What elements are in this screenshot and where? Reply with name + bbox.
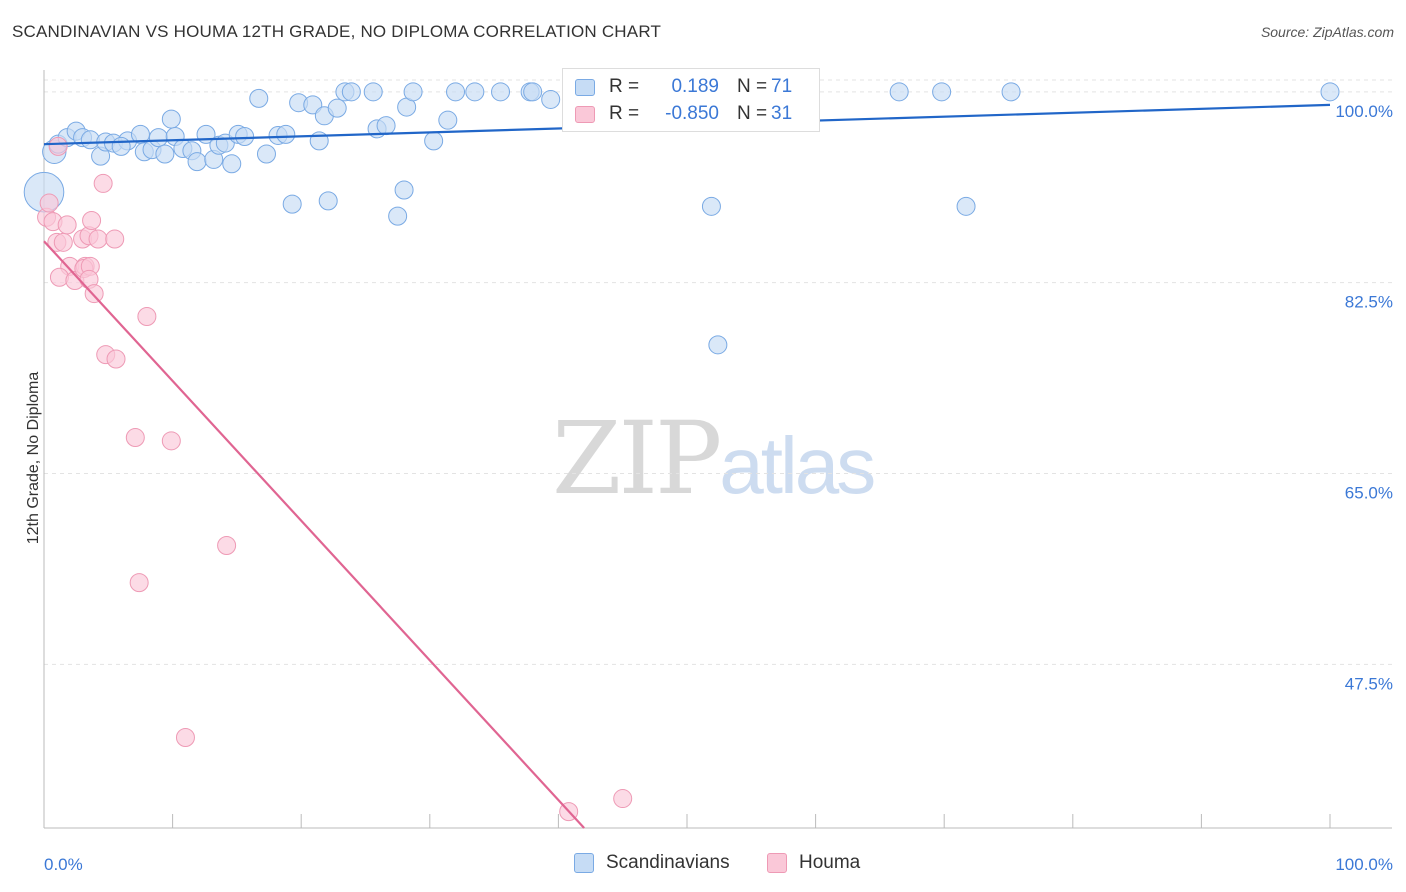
scandinavians-point xyxy=(932,82,952,102)
stats-n-value: 71 xyxy=(771,76,793,97)
scandinavians-point xyxy=(708,335,728,355)
scandinavians-point xyxy=(701,196,721,216)
houma-point xyxy=(93,173,113,193)
houma-point xyxy=(175,727,195,747)
houma-point xyxy=(88,229,108,249)
scandinavians-point xyxy=(341,82,361,102)
scandinavians-point xyxy=(523,82,543,102)
houma-point xyxy=(39,193,59,213)
scandinavians-point xyxy=(438,110,458,130)
scandinavians-point xyxy=(1001,82,1021,102)
scandinavians-point xyxy=(318,191,338,211)
x-tick-label-right: 100.0% xyxy=(1335,855,1393,874)
scandinavians-point xyxy=(327,98,347,118)
stats-swatch-scandinavians xyxy=(575,78,595,96)
stats-n-label: N = xyxy=(737,76,768,97)
stats-r-label: R = xyxy=(609,76,640,97)
scandinavians-point xyxy=(889,82,909,102)
scandinavians-point xyxy=(155,144,175,164)
houma-point xyxy=(48,136,68,156)
legend-label-scandinavians: Scandinavians xyxy=(606,852,730,873)
houma-point xyxy=(217,536,237,556)
scandinavians-point xyxy=(424,131,444,151)
legend-item-scandinavians[interactable]: Scandinavians xyxy=(574,852,730,874)
legend-swatch-scandinavians xyxy=(574,853,594,873)
scandinavians-point xyxy=(376,116,396,136)
y-tick-label: 100.0% xyxy=(1335,102,1393,121)
scandinavians-point xyxy=(235,127,255,147)
stats-row-scandinavians: R = 0.189 N = 71 xyxy=(575,75,792,99)
scandinavians-point xyxy=(465,82,485,102)
watermark-atlas: atlas xyxy=(719,421,876,510)
scandinavians-point xyxy=(1320,82,1340,102)
scandinavians-point xyxy=(394,180,414,200)
houma-point xyxy=(129,573,149,593)
y-tick-label: 82.5% xyxy=(1345,293,1393,312)
legend-item-houma[interactable]: Houma xyxy=(767,852,860,874)
scandinavians-point xyxy=(111,136,131,156)
houma-point xyxy=(57,215,77,235)
houma-trendline xyxy=(43,240,585,829)
houma-point xyxy=(161,431,181,451)
scandinavians-point xyxy=(256,144,276,164)
scandinavians-point xyxy=(388,206,408,226)
scandinavians-point xyxy=(249,88,269,108)
houma-point xyxy=(613,789,633,809)
watermark-zip: ZIP xyxy=(552,400,722,517)
houma-point xyxy=(137,306,157,326)
scandinavians-point xyxy=(363,82,383,102)
scandinavians-point xyxy=(276,124,296,144)
houma-point xyxy=(84,284,104,304)
scandinavians-point xyxy=(187,152,207,172)
y-tick-label: 47.5% xyxy=(1345,674,1393,693)
legend-swatch-houma xyxy=(767,853,787,873)
houma-point xyxy=(82,211,102,231)
houma-point xyxy=(49,267,69,287)
stats-n-label: N = xyxy=(737,103,768,124)
stats-row-houma: R = -0.850 N = 31 xyxy=(575,102,792,126)
stats-n-value: 31 xyxy=(771,103,793,124)
scandinavians-point xyxy=(148,128,168,148)
scandinavians-point xyxy=(956,196,976,216)
y-tick-label: 65.0% xyxy=(1345,484,1393,503)
y-axis-label: 12th Grade, No Diploma xyxy=(25,372,42,545)
houma-point xyxy=(106,349,126,369)
scandinavians-point xyxy=(403,82,423,102)
scandinavians-point xyxy=(282,194,302,214)
stats-swatch-houma xyxy=(575,105,595,123)
stats-r-value: 0.189 xyxy=(671,76,719,97)
watermark: ZIPatlas xyxy=(552,400,876,517)
scandinavians-point xyxy=(161,109,181,129)
chart-title: SCANDINAVIAN VS HOUMA 12TH GRADE, NO DIP… xyxy=(12,22,662,41)
scandinavians-point xyxy=(303,95,323,115)
x-tick-label-left: 0.0% xyxy=(44,855,83,874)
stats-r-value: -0.850 xyxy=(665,103,719,124)
chart-source: Source: ZipAtlas.com xyxy=(1260,24,1394,40)
legend-label-houma: Houma xyxy=(799,852,861,873)
scandinavians-point xyxy=(446,82,466,102)
scandinavians-point xyxy=(222,154,242,174)
series-legend: Scandinavians Houma xyxy=(0,852,1406,878)
houma-point xyxy=(125,428,145,448)
houma-point xyxy=(105,229,125,249)
stats-legend: R = 0.189 N = 71 R = -0.850 N = 31 xyxy=(562,68,820,132)
houma-point xyxy=(53,232,73,252)
stats-r-label: R = xyxy=(609,103,640,124)
scandinavians-point xyxy=(541,89,561,109)
scandinavians-point xyxy=(491,82,511,102)
